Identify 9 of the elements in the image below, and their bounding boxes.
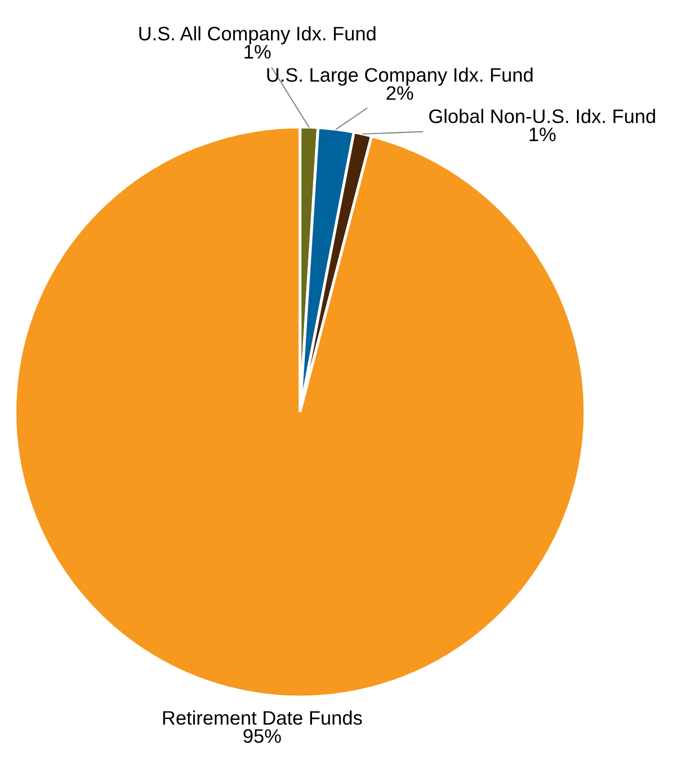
data-label: 1% (530, 128, 556, 142)
slice-label: Global Non-U.S. Idx. Fund (429, 108, 656, 124)
slice-label: U.S. Large Company Idx. Fund (267, 68, 533, 86)
pie-slice (14, 126, 586, 698)
data-label: 1% (244, 44, 271, 59)
data-label: 95% (244, 729, 281, 743)
slice-label: U.S. All Company Idx. Fund (139, 26, 376, 44)
slice-label: Retirement Date Funds (163, 710, 362, 725)
data-label: 2% (386, 86, 414, 100)
